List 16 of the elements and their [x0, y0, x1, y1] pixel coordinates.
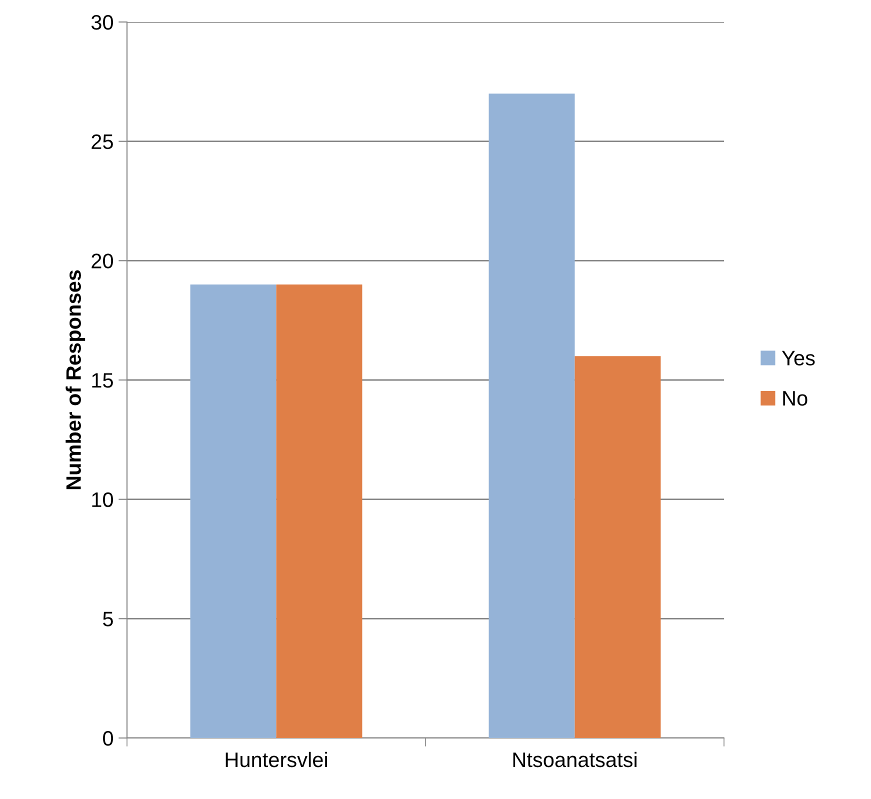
y-tick-label: 25 [92, 134, 113, 150]
bar [276, 284, 362, 738]
y-tick-label: 10 [92, 492, 113, 508]
y-tick-label: 30 [91, 15, 113, 30]
bar [488, 94, 575, 738]
legend-label: Yes [782, 350, 815, 366]
y-tick-label: 20 [92, 254, 113, 268]
x-tick-label: Huntersvlei [226, 752, 327, 768]
y-tick-label: 15 [92, 373, 113, 388]
y-axis-title: Number of Responses [66, 270, 86, 490]
y-tick-label: 0 [103, 731, 113, 746]
bar [574, 356, 661, 738]
x-tick-label: Ntsoanatsatsi [513, 752, 636, 768]
bar [190, 284, 276, 738]
y-tick-label: 5 [103, 612, 113, 626]
legend-label: No [783, 391, 808, 406]
